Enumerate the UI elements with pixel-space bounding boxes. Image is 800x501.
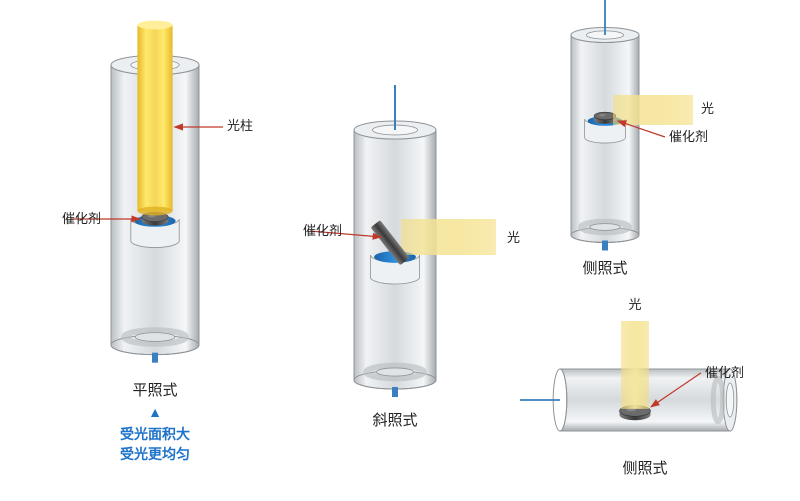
- caption-flat: 平照式: [132, 382, 177, 399]
- fig-oblique: 催化剂 光斜照式: [303, 85, 520, 429]
- note-line1: 受光面积大: [120, 426, 190, 442]
- note-line2: 受光更均匀: [120, 446, 190, 462]
- label-light-side1: 光: [701, 101, 714, 116]
- label-catalyst-side1: 催化剂: [669, 129, 708, 144]
- fig-flat: 光柱催化剂平照式 ▲ 受光面积大受光更均匀: [62, 21, 253, 462]
- caption-side2: 侧照式: [622, 460, 667, 477]
- caption-side1: 侧照式: [582, 260, 627, 277]
- label-light-side2: 光: [628, 297, 641, 312]
- caption-oblique: 斜照式: [372, 412, 417, 429]
- fig-side-horizontal: 光催化剂侧照式: [520, 297, 744, 477]
- label-catalyst-oblique: 催化剂: [303, 223, 342, 238]
- label-catalyst-flat: 催化剂: [62, 211, 101, 226]
- label-catalyst-side2: 催化剂: [705, 365, 744, 380]
- label-light-column: 光柱: [227, 118, 253, 133]
- note-marker: ▲: [148, 404, 162, 420]
- fig-side-vertical: 光催化剂侧照式: [571, 0, 714, 277]
- label-light-oblique: 光: [507, 230, 520, 245]
